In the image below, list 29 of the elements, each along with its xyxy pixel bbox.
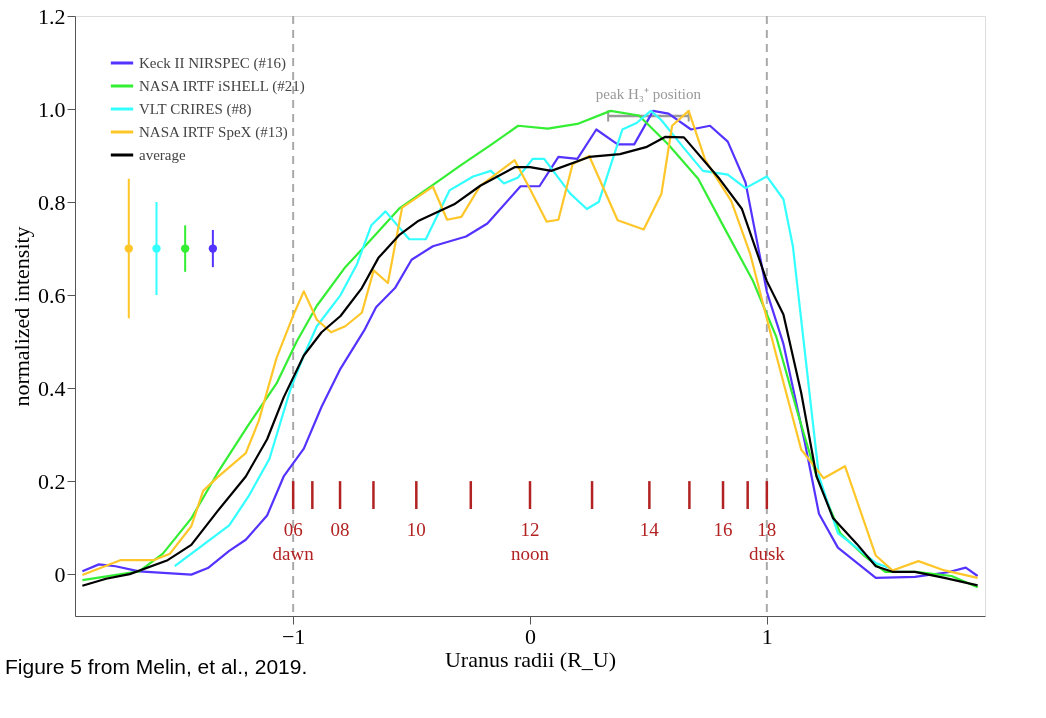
y-tick-label: 0.2: [38, 468, 66, 494]
annotation: 06: [283, 519, 303, 541]
x-axis-title: Uranus radii (R_U): [444, 646, 617, 672]
annotation: 12: [520, 519, 540, 541]
annotation: 14: [639, 519, 660, 541]
annotation: 08: [330, 519, 350, 541]
legend-label: NASA IRTF SpeX (#13): [139, 124, 288, 141]
annotation: noon: [511, 543, 550, 565]
x-tick-label: 1: [761, 623, 773, 649]
y-axis-title: normalized intensity: [9, 226, 34, 407]
data-label: peak H₃⁺ position: [595, 86, 702, 102]
caption: Figure 5 from Melin, et al., 2019.: [5, 655, 308, 678]
y-tick-label: 0.8: [38, 189, 66, 215]
y-tick-label: 1.2: [38, 3, 66, 29]
annotation: 18: [757, 519, 777, 541]
y-tick-label: 0.6: [38, 282, 66, 308]
x-tick-label: 0: [525, 623, 536, 649]
y-tick-label: 1.0: [38, 96, 66, 122]
legend-label: NASA IRTF iSHELL (#21): [139, 78, 305, 95]
legend-label: average: [139, 147, 186, 163]
annotation: dawn: [272, 543, 315, 565]
legend-label: VLT CRIRES (#8): [139, 101, 252, 118]
annotation: 10: [406, 519, 426, 541]
legend-label: Keck II NIRSPEC (#16): [139, 55, 287, 72]
x-tick-label: −1: [281, 623, 306, 649]
annotation: 16: [713, 519, 733, 541]
y-tick-label: 0: [54, 561, 66, 587]
annotation: dusk: [748, 543, 786, 565]
y-tick-label: 0.4: [38, 375, 66, 401]
